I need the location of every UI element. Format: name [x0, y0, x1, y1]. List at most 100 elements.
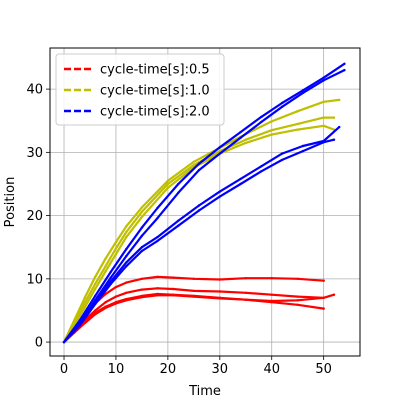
series-3-run-2-point: [322, 79, 325, 82]
series-2-run-2-point: [244, 138, 247, 141]
series-3-run-2-point: [301, 91, 305, 95]
series-1-run-2-point: [114, 295, 118, 298]
series-1-run-1-point: [322, 279, 325, 282]
series-3-run-4-point: [78, 324, 81, 327]
series-3-run-4-point: [62, 340, 66, 344]
series-2-run-2-point: [94, 282, 97, 286]
series-2-run-1-point: [140, 206, 144, 209]
plot-frame: [49, 47, 361, 357]
series-2-run-3: [62, 124, 336, 344]
series-2-run-2-point: [125, 230, 128, 234]
series-1-run-4-point: [322, 296, 325, 299]
y-tick-label: 30: [26, 146, 43, 161]
series-2-run-2-point: [114, 247, 118, 250]
series-3-run-3-point: [197, 204, 201, 207]
legend-entry-1: cycle-time[s]:0.5: [100, 63, 210, 78]
series-2-run-1-point: [83, 296, 87, 299]
series-1-run-2: [62, 287, 325, 344]
series-3-run-1-point: [343, 62, 346, 65]
series-3-run-1-point: [197, 162, 201, 165]
series-3: [62, 62, 346, 344]
series-1-run-2-point: [171, 287, 175, 291]
x-tick-label: 10: [108, 362, 125, 377]
series-1-run-1-point: [192, 277, 195, 280]
series-3-run-1-point: [156, 206, 159, 210]
series-2-run-1-point: [104, 257, 107, 260]
series-3-run-1-point: [177, 182, 180, 186]
series-3-run-4-point: [156, 239, 159, 243]
series-1-run-1-point: [156, 275, 159, 279]
legend-entry-2: cycle-time[s]:1.0: [100, 84, 210, 99]
series-2-run-2-point: [192, 163, 195, 167]
series-2-run-3-point: [94, 287, 97, 291]
series-3-run-2: [62, 68, 346, 344]
series-2-run-3-point: [322, 124, 325, 128]
series-1-run-3-point: [296, 303, 299, 306]
series-1-run-4-point: [244, 298, 247, 301]
series-1-run-4-point: [114, 302, 118, 305]
legend[interactable]: cycle-time[s]:0.5 cycle-time[s]:1.0 cycle-…: [55, 53, 225, 126]
series-1-run-2-point: [296, 295, 299, 298]
series-2-run-3-point: [166, 186, 170, 189]
series-3-run-3-point: [125, 261, 128, 264]
series-1-run-2-point: [192, 289, 195, 293]
series-3-run-1-point: [140, 226, 144, 229]
series-2-run-2-point: [104, 265, 107, 268]
series-3-run-2-point: [280, 105, 284, 109]
series-3-run-4-point: [109, 282, 113, 286]
series-1-run-4-point: [218, 297, 221, 300]
series-1-run-4-point: [156, 294, 159, 297]
series-1-run-1-point: [270, 277, 273, 280]
y-tick-label: 10: [26, 272, 43, 287]
series-2-run-3-point: [114, 253, 118, 256]
series-1-run-1-point: [104, 292, 107, 296]
series-2-run-2-point: [332, 116, 336, 119]
series-3-run-1-point: [218, 146, 221, 149]
series-1-run-4-point: [125, 299, 128, 302]
series-3-run-4-point: [197, 209, 201, 212]
series-3-run-1-point: [322, 76, 325, 79]
series-3-run-3-point: [260, 165, 263, 168]
series-2-run-2-point: [166, 182, 170, 186]
series-2-run-3-point: [125, 235, 128, 239]
series-2-run-3-point: [270, 133, 273, 136]
series-1-run-2-point: [156, 287, 159, 290]
series-3-run-2-point: [260, 120, 263, 124]
series-2-run-3-point: [296, 128, 299, 131]
y-tick-label: 20: [26, 209, 43, 224]
series-2-run-1-point: [114, 241, 118, 244]
series-3-run-2-point: [177, 191, 180, 194]
series-3-run-1-point: [94, 294, 97, 298]
series-3-run-1-point: [301, 89, 305, 92]
series-2-run-1-point: [125, 225, 128, 228]
legend-entry-3: cycle-time[s]:2.0: [100, 105, 210, 120]
series-1-run-4-point: [140, 296, 144, 299]
series-3-run-2-point: [197, 168, 201, 172]
series-2-run-3-point: [140, 215, 144, 219]
series-2-run-2: [62, 116, 336, 344]
series-2-run-3-point: [83, 306, 87, 309]
series-3-run-4-point: [332, 138, 336, 141]
series-2-run-1-point: [166, 179, 170, 182]
series-1-run-1-point: [140, 277, 144, 280]
series-1-run-2-point: [140, 288, 144, 291]
series-1-run-4-point: [104, 306, 107, 310]
series-2-run-2-point: [322, 116, 325, 119]
series-2-run-1-point: [322, 100, 325, 104]
series-1-run-4-point: [94, 313, 97, 316]
series-2-run-3-point: [244, 141, 247, 145]
series-1-run-1-point: [114, 285, 118, 289]
series-3-run-4-point: [239, 182, 242, 186]
y-tick-label: 40: [26, 83, 43, 98]
series-3-run-2-point: [156, 216, 159, 220]
y-axis-label: Position: [3, 177, 18, 228]
series-2-run-2-point: [270, 129, 273, 132]
series-1-run-1-point: [125, 281, 128, 284]
series-3-run-1-point: [260, 115, 263, 119]
series-1-run-1-point: [296, 277, 299, 280]
series-3-run-4: [62, 138, 336, 344]
series-1-run-4-point: [192, 295, 195, 298]
series-2-run-1-point: [192, 160, 195, 163]
series-3-run-4-point: [322, 141, 325, 144]
